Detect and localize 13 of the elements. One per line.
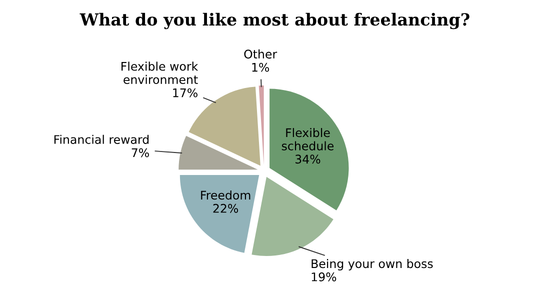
slice-label: Flexible schedule [282,128,334,150]
slice-label: Freedom [201,190,250,200]
data-label: 34% [296,154,320,164]
slice-label: Other [244,49,278,59]
slice-label: Being your own boss [312,258,433,270]
data-label: 7% [132,148,149,158]
data-label: 1% [252,62,270,72]
slice-label: Flexible work environment [122,62,198,84]
data-label: 22% [213,204,238,213]
chart-title: What do you like most about freelancing? [80,12,470,30]
data-label: 19% [312,272,336,282]
data-label: 17% [173,88,198,98]
slice-label: Financial reward [54,134,149,144]
